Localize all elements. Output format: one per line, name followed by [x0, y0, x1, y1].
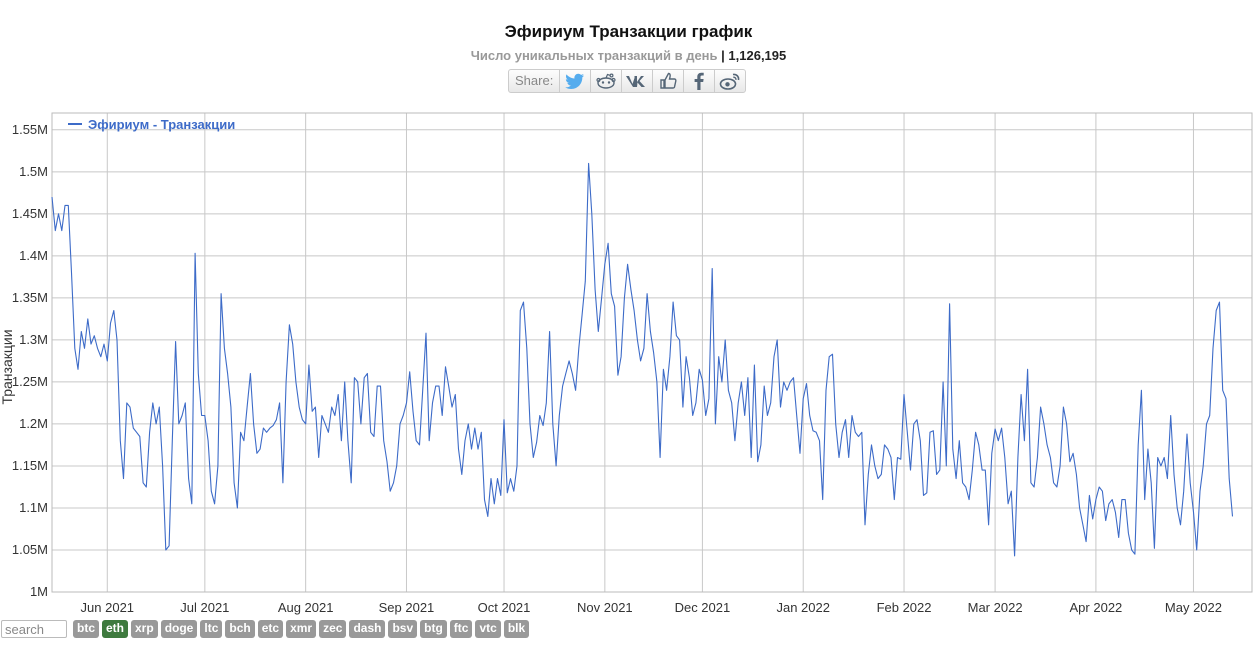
y-tick-label: 1M	[30, 584, 48, 599]
y-tick-label: 1.1M	[19, 500, 48, 515]
coin-button-bch[interactable]: bch	[225, 620, 255, 638]
legend[interactable]: Эфириум - Транзакции	[68, 117, 235, 132]
y-tick-label: 1.5M	[19, 164, 48, 179]
coin-button-ftc[interactable]: ftc	[449, 620, 473, 638]
x-tick-label: Oct 2021	[478, 600, 531, 615]
y-axis-label: Транзакции	[0, 329, 15, 404]
coin-button-eth[interactable]: eth	[102, 620, 128, 638]
subtitle-value: 1,126,195	[728, 48, 787, 63]
coin-button-etc[interactable]: etc	[257, 620, 284, 638]
coin-button-zec[interactable]: zec	[319, 620, 347, 638]
x-tick-label: Sep 2021	[379, 600, 435, 615]
share-bar: Share:	[508, 69, 747, 93]
coin-selector: btc eth xrp doge ltc bch etc xmr zec dash bsv btg ft…	[73, 620, 530, 638]
x-tick-label: Nov 2021	[577, 600, 633, 615]
y-axis-tick-labels: 1M 1.05M 1.1M 1.15M 1.2M 1.25M 1.3M 1.35M 1.4M 1.…	[12, 122, 48, 599]
series-line-transactions	[51, 162, 1234, 557]
y-tick-label: 1.3M	[19, 332, 48, 347]
reddit-icon[interactable]	[591, 70, 623, 92]
x-tick-label: Jun 2021	[81, 600, 135, 615]
chart-title: Эфириум Транзакции график	[504, 22, 753, 41]
share-label: Share:	[509, 70, 561, 92]
coin-button-blk[interactable]: blk	[503, 620, 530, 638]
x-tick-label: Dec 2021	[675, 600, 731, 615]
y-tick-label: 1.15M	[12, 458, 48, 473]
y-tick-label: 1.2M	[19, 416, 48, 431]
footer-bar: btcethxrpdogeltcbchetcxmrzecdashbsvbtgft…	[0, 619, 530, 639]
y-tick-label: 1.55M	[12, 122, 48, 137]
y-tick-label: 1.35M	[12, 290, 48, 305]
x-tick-label: May 2022	[1165, 600, 1222, 615]
chart-grid	[52, 113, 1252, 593]
coin-button-vtc[interactable]: vtc	[475, 620, 501, 638]
coin-button-xmr[interactable]: xmr	[286, 620, 317, 638]
y-tick-label: 1.25M	[12, 374, 48, 389]
y-tick-label: 1.05M	[12, 542, 48, 557]
coin-button-btc[interactable]: btc	[73, 620, 99, 638]
coin-button-ltc[interactable]: ltc	[200, 620, 223, 638]
x-tick-label: Apr 2022	[1070, 600, 1123, 615]
coin-button-dash[interactable]: dash	[349, 620, 386, 638]
coin-button-doge[interactable]: doge	[160, 620, 198, 638]
subtitle-label: Число уникальных транзакций в день	[470, 48, 718, 63]
plot-frame	[51, 112, 1253, 593]
legend-label[interactable]: Эфириум - Транзакции	[88, 117, 235, 132]
x-tick-label: Jul 2021	[180, 600, 229, 615]
coin-button-xrp[interactable]: xrp	[131, 620, 158, 638]
vk-icon[interactable]	[622, 70, 654, 92]
transactions-chart: 1M 1.05M 1.1M 1.15M 1.2M 1.25M 1.3M 1.35M 1.4M 1.…	[0, 112, 1253, 615]
coin-button-bsv[interactable]: bsv	[388, 620, 418, 638]
x-axis-tick-labels: Jun 2021 Jul 2021 Aug 2021 Sep 2021 Oct 2021…	[81, 600, 1222, 615]
chart-subtitle: Число уникальных транзакций в день | 1,1…	[0, 48, 1257, 63]
x-tick-label: Aug 2021	[278, 600, 334, 615]
x-tick-label: Feb 2022	[877, 600, 932, 615]
y-tick-label: 1.4M	[19, 248, 48, 263]
subtitle-separator: |	[717, 48, 729, 63]
facebook-icon[interactable]	[684, 70, 716, 92]
x-tick-label: Mar 2022	[968, 600, 1023, 615]
coin-button-btg[interactable]: btg	[420, 620, 447, 638]
search-input[interactable]	[1, 620, 67, 638]
x-tick-label: Jan 2022	[776, 600, 830, 615]
like-icon[interactable]	[653, 70, 685, 92]
twitter-icon[interactable]	[560, 70, 592, 92]
y-tick-label: 1.45M	[12, 206, 48, 221]
weibo-icon[interactable]	[715, 70, 745, 92]
